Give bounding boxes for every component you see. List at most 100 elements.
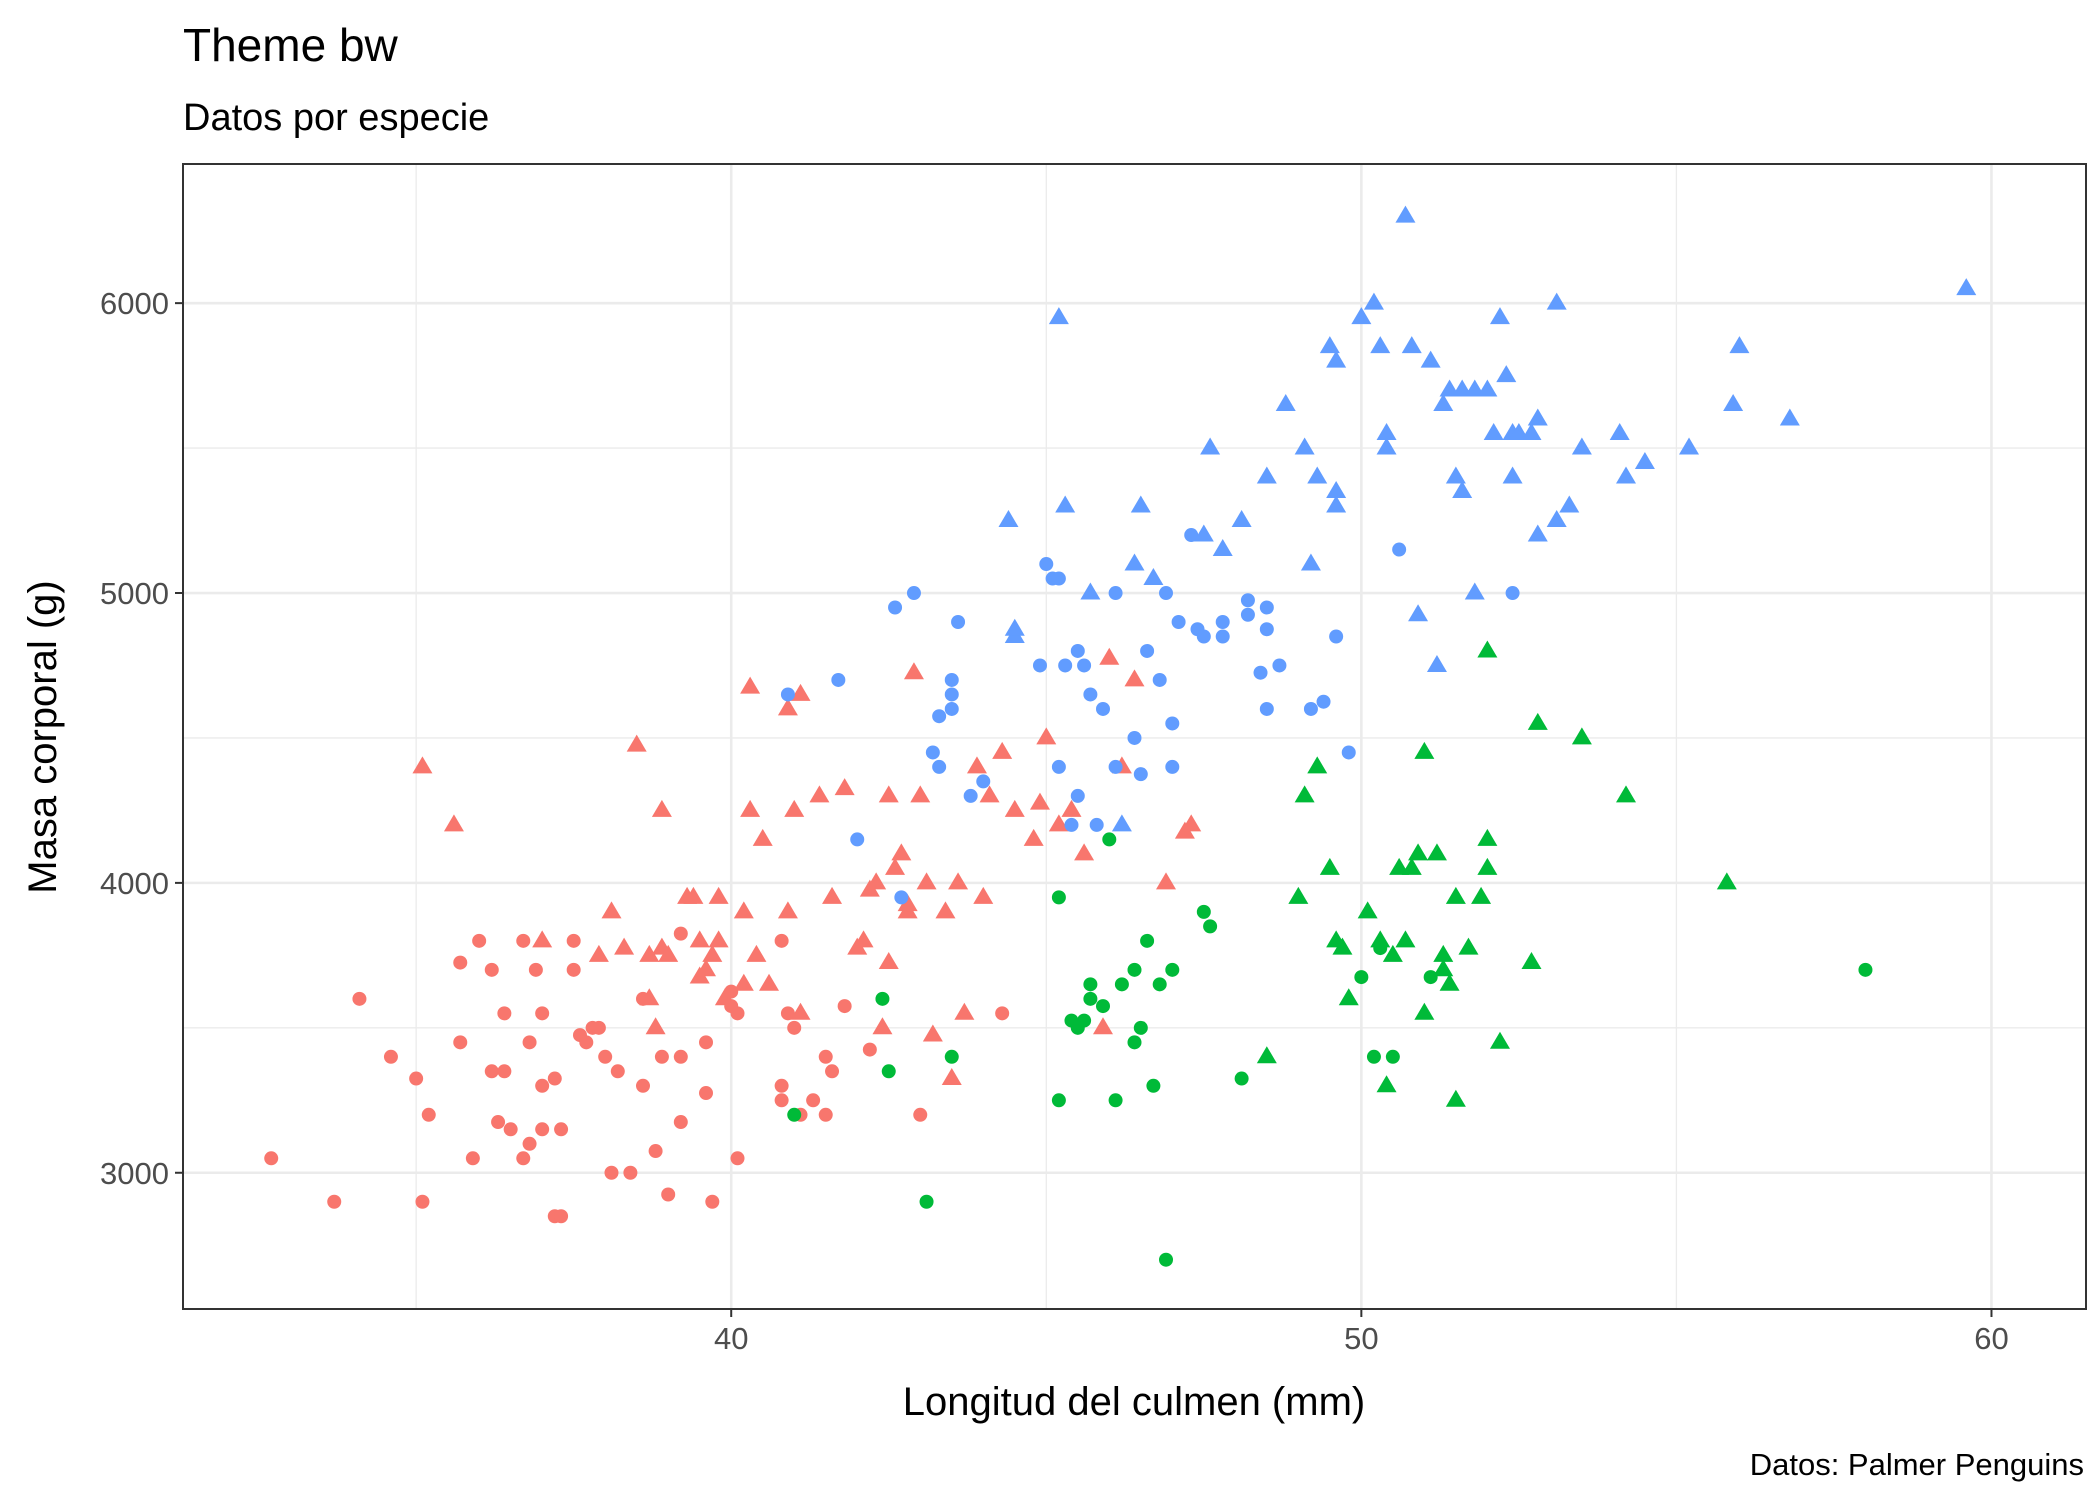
data-point-triangle bbox=[1464, 582, 1485, 600]
data-point-circle bbox=[995, 1006, 1010, 1021]
data-point-circle bbox=[1051, 890, 1066, 905]
data-point-circle bbox=[673, 926, 688, 941]
data-point-triangle bbox=[822, 886, 843, 904]
data-point-circle bbox=[516, 933, 531, 948]
data-point-circle bbox=[554, 1122, 569, 1137]
data-point-triangle bbox=[992, 741, 1013, 759]
data-point-circle bbox=[831, 672, 846, 687]
data-point-triangle bbox=[1408, 843, 1429, 861]
data-point-circle bbox=[1077, 1013, 1092, 1028]
data-point-triangle bbox=[1779, 408, 1800, 426]
data-point-triangle bbox=[1326, 495, 1347, 513]
data-point-triangle bbox=[922, 1024, 943, 1042]
data-point-triangle bbox=[966, 756, 987, 774]
data-point-triangle bbox=[1420, 350, 1441, 368]
data-point-circle bbox=[522, 1035, 537, 1050]
data-point-circle bbox=[913, 1107, 928, 1122]
data-point-triangle bbox=[777, 901, 798, 919]
data-point-triangle bbox=[658, 944, 679, 962]
data-point-triangle bbox=[740, 799, 761, 817]
data-point-triangle bbox=[1433, 959, 1454, 977]
data-point-triangle bbox=[733, 973, 754, 991]
data-point-triangle bbox=[1527, 712, 1548, 730]
data-point-triangle bbox=[1452, 379, 1473, 397]
data-point-circle bbox=[1165, 759, 1180, 774]
x-tick-label: 40 bbox=[714, 1321, 748, 1356]
data-point-circle bbox=[774, 1078, 789, 1093]
data-point-triangle bbox=[1029, 792, 1050, 810]
data-point-circle bbox=[724, 984, 739, 999]
data-point-circle bbox=[1064, 817, 1079, 832]
data-point-circle bbox=[787, 1107, 802, 1122]
data-point-triangle bbox=[903, 662, 924, 680]
data-point-circle bbox=[415, 1194, 430, 1209]
data-point-circle bbox=[1146, 1078, 1161, 1093]
data-point-triangle bbox=[1489, 307, 1510, 325]
data-point-circle bbox=[648, 1144, 663, 1159]
data-point-circle bbox=[1127, 962, 1142, 977]
data-point-circle bbox=[383, 1049, 398, 1064]
data-point-circle bbox=[1039, 557, 1054, 572]
data-point-circle bbox=[610, 1064, 625, 1079]
data-point-triangle bbox=[1426, 843, 1447, 861]
data-point-triangle bbox=[614, 937, 635, 955]
data-point-triangle bbox=[1376, 437, 1397, 455]
data-point-triangle bbox=[1004, 618, 1025, 636]
data-point-circle bbox=[1329, 629, 1344, 644]
chart-subtitle: Datos por especie bbox=[183, 97, 489, 139]
data-point-triangle bbox=[1559, 495, 1580, 513]
data-point-triangle bbox=[1099, 647, 1120, 665]
data-point-circle bbox=[421, 1107, 436, 1122]
data-point-triangle bbox=[1200, 437, 1221, 455]
data-point-triangle bbox=[1445, 886, 1466, 904]
data-point-circle bbox=[484, 962, 499, 977]
data-point-triangle bbox=[1004, 799, 1025, 817]
x-tick-label: 60 bbox=[1974, 1321, 2008, 1356]
data-point-triangle bbox=[1616, 466, 1637, 484]
data-point-circle bbox=[951, 615, 966, 629]
y-axis-title: Masa corporal (g) bbox=[21, 580, 65, 893]
data-point-triangle bbox=[1395, 930, 1416, 948]
data-point-circle bbox=[1196, 629, 1211, 644]
data-point-circle bbox=[944, 687, 959, 702]
data-point-triangle bbox=[1527, 408, 1548, 426]
data-point-triangle bbox=[885, 857, 906, 875]
data-point-triangle bbox=[1426, 654, 1447, 672]
data-point-triangle bbox=[1445, 466, 1466, 484]
data-point-circle bbox=[1253, 665, 1268, 680]
data-point-circle bbox=[774, 1093, 789, 1108]
data-point-circle bbox=[535, 1122, 550, 1137]
data-point-triangle bbox=[1723, 394, 1744, 412]
data-point-circle bbox=[1423, 970, 1438, 985]
data-point-circle bbox=[604, 1165, 619, 1180]
data-point-circle bbox=[1316, 694, 1331, 709]
chart-title: Theme bw bbox=[183, 19, 399, 71]
data-point-circle bbox=[1051, 571, 1066, 586]
data-point-triangle bbox=[1477, 640, 1498, 658]
data-point-circle bbox=[497, 1006, 512, 1021]
data-point-triangle bbox=[916, 872, 937, 890]
data-point-triangle bbox=[1464, 379, 1485, 397]
data-point-circle bbox=[850, 832, 865, 847]
data-point-triangle bbox=[1036, 727, 1057, 745]
data-point-triangle bbox=[532, 930, 553, 948]
data-point-circle bbox=[566, 962, 581, 977]
data-point-triangle bbox=[1256, 1046, 1277, 1064]
data-point-triangle bbox=[777, 698, 798, 716]
data-point-triangle bbox=[941, 1068, 962, 1086]
data-point-triangle bbox=[696, 959, 717, 977]
data-point-triangle bbox=[1634, 452, 1655, 470]
data-point-circle bbox=[528, 962, 543, 977]
data-point-triangle bbox=[891, 843, 912, 861]
data-point-circle bbox=[780, 1006, 795, 1021]
data-point-circle bbox=[932, 759, 947, 774]
data-point-circle bbox=[491, 1115, 506, 1130]
data-point-circle bbox=[1215, 615, 1230, 629]
data-point-triangle bbox=[639, 988, 660, 1006]
data-point-triangle bbox=[1439, 973, 1460, 991]
data-point-triangle bbox=[1092, 1017, 1113, 1035]
data-point-triangle bbox=[1508, 423, 1529, 441]
data-point-triangle bbox=[1433, 944, 1454, 962]
data-point-circle bbox=[554, 1209, 569, 1224]
axis-ticks: 40 50 60 3000 4000 5000 6000 bbox=[100, 286, 2009, 1356]
